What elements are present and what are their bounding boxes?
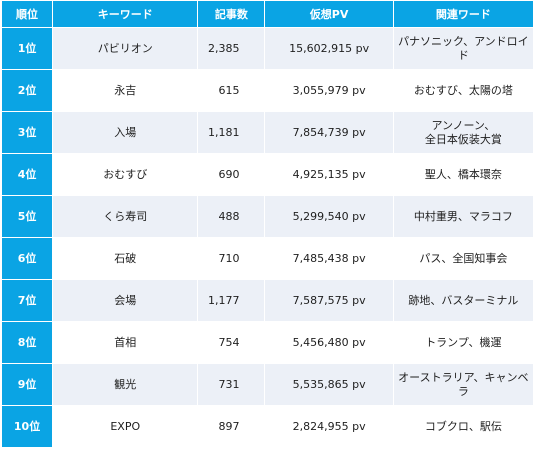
rank-cell: 7位 bbox=[2, 280, 53, 321]
keyword-cell: 石破 bbox=[53, 238, 198, 279]
table-row: 7位 会場 1,177 7,587,575 pv 跡地、バスターミナル bbox=[2, 280, 533, 321]
article-count-cell: 690 bbox=[198, 154, 265, 195]
keyword-cell: くら寿司 bbox=[53, 196, 198, 237]
related-words-cell: オーストラリア、キャンベラ bbox=[393, 364, 533, 405]
article-count-cell: 731 bbox=[198, 364, 265, 405]
rank-cell: 3位 bbox=[2, 112, 53, 153]
related-words-cell: 跡地、バスターミナル bbox=[393, 280, 533, 321]
related-words-cell: アンノーン、 全日本仮装大賞 bbox=[393, 112, 533, 153]
rank-cell: 9位 bbox=[2, 364, 53, 405]
virtual-pv-cell: 5,299,540 pv bbox=[265, 196, 393, 237]
table-row: 8位 首相 754 5,456,480 pv トランプ、機運 bbox=[2, 322, 533, 363]
article-count-cell: 897 bbox=[198, 406, 265, 447]
table-row: 9位 観光 731 5,535,865 pv オーストラリア、キャンベラ bbox=[2, 364, 533, 405]
table-row: 2位 永吉 615 3,055,979 pv おむすび、太陽の塔 bbox=[2, 70, 533, 111]
virtual-pv-cell: 4,925,135 pv bbox=[265, 154, 393, 195]
virtual-pv-cell: 2,824,955 pv bbox=[265, 406, 393, 447]
article-count-cell: 754 bbox=[198, 322, 265, 363]
rank-cell: 10位 bbox=[2, 406, 53, 447]
virtual-pv-cell: 5,456,480 pv bbox=[265, 322, 393, 363]
rank-cell: 2位 bbox=[2, 70, 53, 111]
article-count-cell: 710 bbox=[198, 238, 265, 279]
keyword-cell: 入場 bbox=[53, 112, 198, 153]
virtual-pv-cell: 5,535,865 pv bbox=[265, 364, 393, 405]
rank-cell: 1位 bbox=[2, 28, 53, 69]
keyword-cell: 首相 bbox=[53, 322, 198, 363]
keyword-cell: 永吉 bbox=[53, 70, 198, 111]
table-row: 1位 パビリオン 2,385 15,602,915 pv パナソニック、アンドロ… bbox=[2, 28, 533, 69]
rank-cell: 4位 bbox=[2, 154, 53, 195]
table-header-row: 順位 キーワード 記事数 仮想PV 関連ワード bbox=[2, 1, 533, 27]
article-count-cell: 1,181 bbox=[198, 112, 265, 153]
virtual-pv-cell: 7,587,575 pv bbox=[265, 280, 393, 321]
keyword-cell: EXPO bbox=[53, 406, 198, 447]
header-rank: 順位 bbox=[2, 1, 53, 27]
related-words-cell: 中村重男、マラコフ bbox=[393, 196, 533, 237]
header-related-words: 関連ワード bbox=[393, 1, 533, 27]
related-words-cell: コブクロ、駅伝 bbox=[393, 406, 533, 447]
article-count-cell: 1,177 bbox=[198, 280, 265, 321]
table-row: 6位 石破 710 7,485,438 pv パス、全国知事会 bbox=[2, 238, 533, 279]
article-count-cell: 2,385 bbox=[198, 28, 265, 69]
virtual-pv-cell: 7,485,438 pv bbox=[265, 238, 393, 279]
keyword-cell: おむすび bbox=[53, 154, 198, 195]
related-words-cell: トランプ、機運 bbox=[393, 322, 533, 363]
keyword-cell: 観光 bbox=[53, 364, 198, 405]
rank-cell: 6位 bbox=[2, 238, 53, 279]
header-keyword: キーワード bbox=[53, 1, 198, 27]
keyword-cell: パビリオン bbox=[53, 28, 198, 69]
related-words-cell: おむすび、太陽の塔 bbox=[393, 70, 533, 111]
table-row: 4位 おむすび 690 4,925,135 pv 聖人、橋本環奈 bbox=[2, 154, 533, 195]
virtual-pv-cell: 15,602,915 pv bbox=[265, 28, 393, 69]
rank-cell: 8位 bbox=[2, 322, 53, 363]
virtual-pv-cell: 3,055,979 pv bbox=[265, 70, 393, 111]
article-count-cell: 488 bbox=[198, 196, 265, 237]
related-words-cell: パス、全国知事会 bbox=[393, 238, 533, 279]
virtual-pv-cell: 7,854,739 pv bbox=[265, 112, 393, 153]
table-row: 10位 EXPO 897 2,824,955 pv コブクロ、駅伝 bbox=[2, 406, 533, 447]
related-words-cell: パナソニック、アンドロイド bbox=[393, 28, 533, 69]
article-count-cell: 615 bbox=[198, 70, 265, 111]
rank-cell: 5位 bbox=[2, 196, 53, 237]
keyword-cell: 会場 bbox=[53, 280, 198, 321]
table-row: 3位 入場 1,181 7,854,739 pv アンノーン、 全日本仮装大賞 bbox=[2, 112, 533, 153]
header-article-count: 記事数 bbox=[198, 1, 265, 27]
table-row: 5位 くら寿司 488 5,299,540 pv 中村重男、マラコフ bbox=[2, 196, 533, 237]
related-words-cell: 聖人、橋本環奈 bbox=[393, 154, 533, 195]
header-virtual-pv: 仮想PV bbox=[265, 1, 393, 27]
